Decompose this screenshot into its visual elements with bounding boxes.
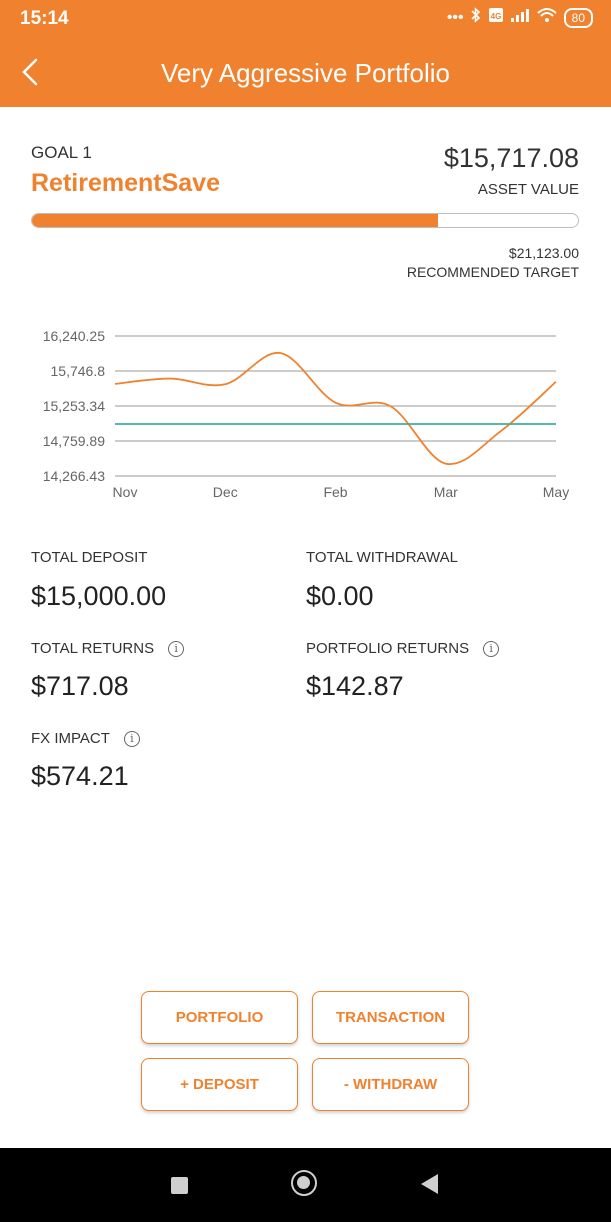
- fx-impact-value: $574.21: [31, 761, 129, 791]
- y-tick-label: 16,240.25: [43, 328, 105, 344]
- back-triangle-icon[interactable]: [421, 1174, 438, 1194]
- y-tick-label: 15,253.34: [43, 398, 105, 414]
- battery-indicator: 80: [563, 7, 593, 28]
- total-returns-value: $717.08: [31, 671, 129, 701]
- total-returns-label-text: TOTAL RETURNS: [31, 640, 155, 657]
- total-deposit-value: $15,000.00: [31, 581, 167, 611]
- info-icon[interactable]: i: [123, 730, 140, 747]
- info-icon[interactable]: i: [483, 640, 500, 657]
- y-tick-label: 15,746.8: [51, 363, 106, 379]
- withdraw-button[interactable]: - WITHDRAW: [312, 1058, 469, 1111]
- portfolio-button[interactable]: PORTFOLIO: [141, 991, 298, 1044]
- x-tick-label: Dec: [213, 484, 238, 500]
- transaction-button[interactable]: TRANSACTION: [312, 991, 469, 1044]
- system-nav-bar: [0, 1148, 611, 1222]
- target-value: $21,123.00: [508, 245, 579, 261]
- wifi-icon: [536, 7, 558, 28]
- x-tick-label: Feb: [323, 484, 347, 500]
- recent-apps-icon[interactable]: [171, 1177, 188, 1194]
- y-tick-label: 14,759.89: [43, 433, 105, 449]
- total-deposit-label-text: TOTAL DEPOSIT: [31, 549, 148, 566]
- total-withdrawal-label: TOTAL WITHDRAWAL: [306, 549, 458, 566]
- x-tick-label: Mar: [434, 484, 458, 500]
- x-tick-label: May: [543, 484, 569, 500]
- x-tick-label: Nov: [113, 484, 138, 500]
- volte-icon: 4G: [488, 7, 504, 28]
- page-title: Very Aggressive Portfolio: [160, 58, 451, 88]
- total-withdrawal-value: $0.00: [306, 581, 374, 611]
- asset-value: $15,717.08: [443, 143, 579, 173]
- deposit-button[interactable]: + DEPOSIT: [141, 1058, 298, 1111]
- goal-progress-fill: [32, 214, 439, 227]
- fx-impact-label-text: FX IMPACT: [31, 730, 110, 747]
- portfolio-value-line: [114, 352, 557, 466]
- bluetooth-icon: [470, 7, 482, 28]
- goal-name: RetirementSave: [31, 169, 220, 197]
- portfolio-line-chart: 16,240.25 15,746.8 15,253.34 14,759.89 14,26…: [43, 328, 570, 500]
- total-withdrawal-label-text: TOTAL WITHDRAWAL: [306, 549, 458, 566]
- status-time: 15:14: [20, 8, 69, 29]
- portfolio-returns-label: PORTFOLIO RETURNS i: [306, 640, 500, 657]
- info-icon[interactable]: i: [168, 640, 185, 657]
- home-icon[interactable]: [291, 1170, 317, 1196]
- goal-label: GOAL 1: [31, 143, 92, 162]
- total-returns-label: TOTAL RETURNS i: [31, 640, 185, 657]
- status-icons: ••• 4G 80: [447, 7, 593, 28]
- svg-text:4G: 4G: [490, 12, 501, 21]
- signal-icon: [510, 7, 530, 28]
- asset-value-label: ASSET VALUE: [477, 181, 579, 198]
- chevron-left-icon: [22, 58, 38, 86]
- total-deposit-label: TOTAL DEPOSIT: [31, 549, 147, 566]
- portfolio-returns-label-text: PORTFOLIO RETURNS: [306, 640, 470, 657]
- back-button[interactable]: [14, 52, 50, 92]
- target-label: RECOMMENDED TARGET: [406, 264, 579, 280]
- more-dots-icon: •••: [446, 8, 464, 26]
- app-bar: 15:14 ••• 4G 80 Very Aggressive Portfoli…: [0, 0, 611, 107]
- y-tick-label: 14,266.43: [43, 468, 105, 484]
- fx-impact-label: FX IMPACT i: [31, 730, 140, 747]
- portfolio-returns-value: $142.87: [306, 671, 404, 701]
- goal-progress-bar: [31, 213, 579, 228]
